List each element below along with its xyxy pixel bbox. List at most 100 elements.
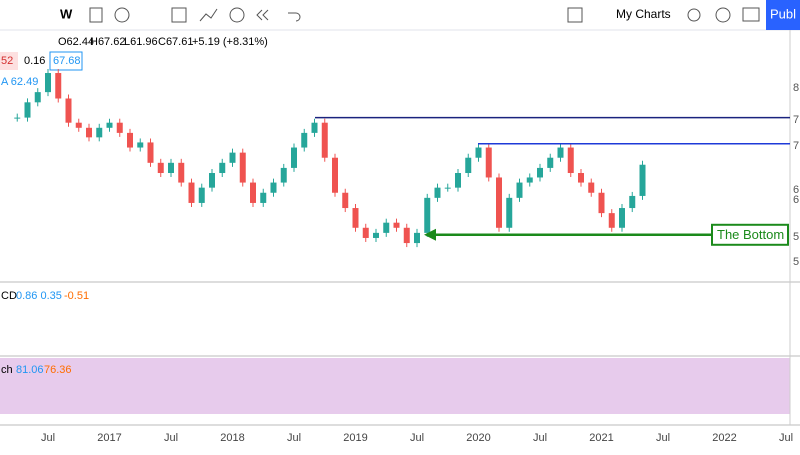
candle bbox=[106, 122, 113, 128]
stoch-d: 76.36 bbox=[44, 364, 72, 376]
candle bbox=[485, 147, 492, 178]
candle bbox=[496, 177, 502, 228]
price-label: 7 bbox=[793, 114, 799, 126]
price-label: 5 bbox=[793, 231, 799, 243]
candle bbox=[639, 164, 646, 196]
time-label: Jul bbox=[287, 432, 301, 444]
candle bbox=[475, 147, 482, 158]
candle bbox=[239, 152, 246, 183]
candle bbox=[280, 167, 287, 183]
toolbar-icons[interactable] bbox=[89, 7, 760, 23]
candle bbox=[116, 122, 123, 133]
candle bbox=[147, 142, 154, 163]
candle bbox=[65, 98, 72, 123]
legend-close: C67.61 bbox=[158, 36, 193, 48]
time-label: 2018 bbox=[220, 432, 244, 444]
time-label: Jul bbox=[779, 432, 793, 444]
candle bbox=[14, 117, 21, 119]
price-label: 7 bbox=[793, 140, 799, 152]
macd-signal: -0.51 bbox=[64, 290, 89, 302]
candle bbox=[383, 222, 390, 233]
candle bbox=[373, 232, 379, 238]
candle bbox=[444, 187, 451, 189]
price-label: 8 bbox=[793, 82, 799, 94]
candle bbox=[270, 182, 277, 193]
my-charts[interactable]: My Charts bbox=[616, 7, 671, 21]
time-label: 2020 bbox=[466, 432, 490, 444]
candle bbox=[321, 122, 328, 158]
time-label: Jul bbox=[41, 432, 55, 444]
candle bbox=[352, 208, 359, 228]
candle bbox=[250, 182, 256, 203]
candle bbox=[578, 173, 584, 183]
stoch-band bbox=[0, 358, 790, 414]
time-label: Jul bbox=[410, 432, 424, 444]
candle bbox=[414, 232, 420, 244]
annotation-box bbox=[711, 223, 789, 246]
candle bbox=[55, 73, 62, 99]
candle bbox=[424, 197, 431, 233]
candle bbox=[291, 147, 297, 168]
candle bbox=[157, 162, 164, 174]
toolbar bbox=[0, 0, 800, 30]
candle bbox=[188, 182, 195, 203]
candle bbox=[332, 157, 338, 193]
legend-high: H67.62 bbox=[90, 36, 125, 48]
publish-button[interactable] bbox=[766, 0, 800, 30]
time-label: 2019 bbox=[343, 432, 367, 444]
candle bbox=[168, 162, 174, 174]
candle bbox=[362, 227, 369, 238]
candle bbox=[434, 187, 441, 198]
candle bbox=[34, 92, 41, 103]
candle bbox=[506, 197, 513, 228]
candle bbox=[198, 187, 205, 203]
candle bbox=[619, 208, 625, 228]
candle bbox=[608, 213, 615, 228]
candle bbox=[588, 182, 595, 193]
candle bbox=[127, 132, 133, 148]
legend-open: O62.44 bbox=[58, 36, 94, 48]
price-label: 6 bbox=[793, 184, 799, 196]
label-c: 67.68 bbox=[53, 55, 81, 67]
candle bbox=[547, 157, 554, 168]
annotation: The Bottom bbox=[717, 227, 784, 242]
candle bbox=[526, 177, 533, 183]
candle bbox=[219, 162, 226, 174]
time-label: Jul bbox=[656, 432, 670, 444]
publish-label[interactable]: Publ bbox=[770, 6, 796, 21]
candle bbox=[301, 132, 308, 148]
candle bbox=[45, 73, 51, 93]
candle bbox=[629, 195, 636, 209]
legend-low: L61.96 bbox=[124, 36, 158, 48]
bottom-arrow bbox=[424, 228, 436, 241]
candle bbox=[455, 173, 461, 188]
price-label: 5 bbox=[793, 256, 799, 268]
candle bbox=[86, 127, 92, 138]
candle bbox=[516, 182, 523, 198]
candle bbox=[24, 102, 31, 118]
time-label: Jul bbox=[164, 432, 178, 444]
macd-label: CD bbox=[1, 290, 17, 302]
stoch-k: 81.06 bbox=[16, 364, 44, 376]
label-b: 0.16 bbox=[24, 55, 45, 67]
time-label: 2022 bbox=[712, 432, 736, 444]
ma-label: A 62.49 bbox=[1, 76, 38, 88]
candle bbox=[311, 122, 318, 133]
candle bbox=[393, 222, 400, 228]
candle bbox=[465, 157, 472, 174]
candle bbox=[96, 127, 103, 138]
time-label: Jul bbox=[533, 432, 547, 444]
label-box bbox=[49, 51, 83, 71]
time-label: 2021 bbox=[589, 432, 613, 444]
candle bbox=[598, 192, 605, 214]
legend-change: +5.19 (+8.31%) bbox=[192, 36, 268, 48]
price-label: 6 bbox=[793, 194, 799, 206]
macd-values: 0.86 0.35 bbox=[16, 290, 62, 302]
candle bbox=[75, 122, 82, 128]
interval[interactable]: W bbox=[60, 6, 73, 21]
label-box bbox=[0, 52, 18, 70]
candle bbox=[137, 142, 144, 148]
candle bbox=[342, 192, 349, 209]
time-label: 2017 bbox=[97, 432, 121, 444]
